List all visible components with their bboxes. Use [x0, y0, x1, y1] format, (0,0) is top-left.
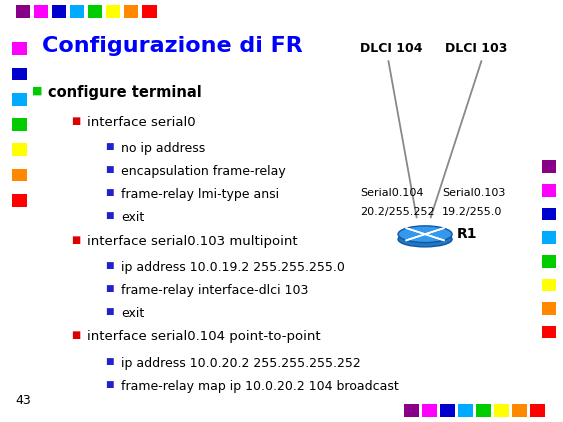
FancyBboxPatch shape [16, 5, 30, 18]
Text: Serial0.103: Serial0.103 [442, 188, 506, 198]
Text: interface serial0.103 multipoint: interface serial0.103 multipoint [87, 235, 298, 248]
FancyBboxPatch shape [542, 279, 556, 291]
Text: ■: ■ [105, 188, 114, 197]
FancyBboxPatch shape [422, 404, 437, 417]
FancyBboxPatch shape [542, 208, 556, 220]
Text: ■: ■ [72, 235, 81, 245]
Text: ip address 10.0.19.2 255.255.255.0: ip address 10.0.19.2 255.255.255.0 [121, 261, 345, 274]
Text: Serial0.104: Serial0.104 [360, 188, 424, 198]
FancyBboxPatch shape [530, 404, 545, 417]
FancyBboxPatch shape [542, 255, 556, 268]
Text: configure terminal: configure terminal [48, 85, 202, 100]
FancyBboxPatch shape [34, 5, 48, 18]
FancyBboxPatch shape [12, 143, 27, 156]
FancyBboxPatch shape [12, 42, 27, 55]
Text: encapsulation frame-relay: encapsulation frame-relay [121, 165, 286, 178]
Text: interface serial0.104 point-to-point: interface serial0.104 point-to-point [87, 330, 321, 344]
FancyBboxPatch shape [124, 5, 138, 18]
Text: 20.2/255.252: 20.2/255.252 [360, 207, 435, 217]
FancyBboxPatch shape [458, 404, 473, 417]
Text: exit: exit [121, 307, 144, 320]
Text: 19.2/255.0: 19.2/255.0 [442, 207, 502, 217]
FancyBboxPatch shape [542, 302, 556, 315]
Text: ■: ■ [72, 116, 81, 126]
Text: exit: exit [121, 211, 144, 225]
Text: ■: ■ [105, 165, 114, 174]
Text: ■: ■ [105, 142, 114, 151]
Text: ip address 10.0.20.2 255.255.255.252: ip address 10.0.20.2 255.255.255.252 [121, 357, 361, 370]
FancyBboxPatch shape [440, 404, 455, 417]
Text: ■: ■ [105, 261, 114, 270]
Text: frame-relay interface-dlci 103: frame-relay interface-dlci 103 [121, 284, 309, 297]
FancyBboxPatch shape [12, 118, 27, 131]
FancyBboxPatch shape [70, 5, 84, 18]
FancyBboxPatch shape [542, 160, 556, 173]
Text: ■: ■ [72, 330, 81, 341]
FancyBboxPatch shape [542, 326, 556, 338]
Ellipse shape [398, 226, 452, 243]
FancyBboxPatch shape [12, 93, 27, 106]
Ellipse shape [398, 232, 452, 247]
Text: ■: ■ [105, 307, 114, 316]
FancyBboxPatch shape [52, 5, 66, 18]
Text: ■: ■ [105, 380, 114, 389]
FancyBboxPatch shape [12, 169, 27, 181]
Text: frame-relay map ip 10.0.20.2 104 broadcast: frame-relay map ip 10.0.20.2 104 broadca… [121, 380, 399, 393]
FancyBboxPatch shape [88, 5, 102, 18]
Text: DLCI 103: DLCI 103 [445, 42, 507, 55]
FancyBboxPatch shape [476, 404, 491, 417]
FancyBboxPatch shape [542, 231, 556, 244]
Text: no ip address: no ip address [121, 142, 205, 155]
Text: R1: R1 [457, 227, 477, 241]
Text: ■: ■ [32, 85, 43, 95]
Text: interface serial0: interface serial0 [87, 116, 196, 129]
FancyBboxPatch shape [404, 404, 419, 417]
Text: 43: 43 [16, 394, 32, 407]
Text: ■: ■ [105, 211, 114, 220]
FancyBboxPatch shape [542, 184, 556, 197]
FancyBboxPatch shape [494, 404, 509, 417]
FancyBboxPatch shape [12, 194, 27, 207]
FancyBboxPatch shape [106, 5, 120, 18]
Text: Configurazione di FR: Configurazione di FR [42, 36, 303, 56]
FancyBboxPatch shape [142, 5, 157, 18]
Text: ■: ■ [105, 284, 114, 293]
Text: DLCI 104: DLCI 104 [360, 42, 423, 55]
FancyBboxPatch shape [12, 68, 27, 80]
Text: frame-relay lmi-type ansi: frame-relay lmi-type ansi [121, 188, 279, 201]
Text: ■: ■ [105, 357, 114, 365]
FancyBboxPatch shape [512, 404, 527, 417]
